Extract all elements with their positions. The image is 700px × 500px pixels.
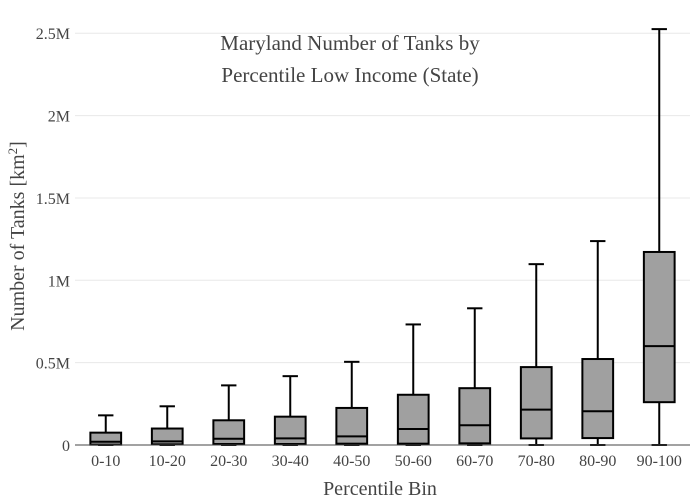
x-tick-label-50-60: 50-60 bbox=[395, 453, 432, 470]
chart-title-line-1: Maryland Number of Tanks by bbox=[220, 31, 480, 55]
y-axis-title-superscript: 2 bbox=[5, 148, 20, 155]
y-axis-title: Number of Tanks [km2] bbox=[5, 141, 29, 331]
x-tick-label-20-30: 20-30 bbox=[210, 453, 247, 470]
box-group-30-40 bbox=[273, 375, 307, 446]
y-tick-label-3: 1.5M bbox=[36, 191, 70, 208]
box-group-50-60 bbox=[396, 323, 430, 446]
iqr-box-20-30 bbox=[212, 419, 246, 446]
box-group-0-10 bbox=[89, 414, 123, 446]
x-tick-label-0-10: 0-10 bbox=[91, 453, 120, 470]
iqr-box-30-40 bbox=[273, 415, 307, 446]
y-axis-title-suffix: ] bbox=[7, 141, 29, 148]
box-group-60-70 bbox=[458, 307, 492, 446]
x-tick-label-40-50: 40-50 bbox=[333, 453, 370, 470]
x-tick-label-30-40: 30-40 bbox=[272, 453, 309, 470]
x-tick-label-80-90: 80-90 bbox=[579, 453, 616, 470]
x-tick-label-60-70: 60-70 bbox=[456, 453, 493, 470]
iqr-box-70-80 bbox=[519, 366, 553, 440]
iqr-box-80-90 bbox=[581, 358, 615, 440]
y-axis-title-main: Number of Tanks [km bbox=[7, 154, 29, 331]
iqr-box-40-50 bbox=[335, 406, 369, 445]
iqr-box-50-60 bbox=[396, 393, 430, 445]
y-tick-label-4: 2M bbox=[48, 109, 70, 126]
boxes-layer bbox=[89, 28, 676, 446]
x-tick-label-10-20: 10-20 bbox=[149, 453, 186, 470]
iqr-box-60-70 bbox=[458, 387, 492, 445]
x-axis-title: Percentile Bin bbox=[323, 478, 437, 500]
iqr-box-0-10 bbox=[89, 431, 123, 446]
chart-title-line-2: Percentile Low Income (State) bbox=[221, 63, 478, 87]
y-tick-labels: 0 0.5M 1M 1.5M 2M 2.5M bbox=[36, 26, 70, 455]
x-tick-label-70-80: 70-80 bbox=[518, 453, 555, 470]
y-tick-label-0: 0 bbox=[62, 438, 70, 455]
y-tick-label-2: 1M bbox=[48, 273, 70, 290]
x-tick-labels: 0-10 10-20 20-30 30-40 40-50 50-60 60-70 70-80 8… bbox=[91, 453, 682, 470]
y-tick-label-5: 2.5M bbox=[36, 26, 70, 43]
box-group-40-50 bbox=[335, 360, 369, 446]
box-group-80-90 bbox=[581, 240, 615, 446]
iqr-box-90-100 bbox=[642, 250, 676, 404]
box-group-20-30 bbox=[212, 384, 246, 446]
x-tick-label-90-100: 90-100 bbox=[637, 453, 682, 470]
box-group-90-100 bbox=[642, 28, 676, 446]
box-group-70-80 bbox=[519, 263, 553, 446]
y-tick-label-1: 0.5M bbox=[36, 356, 70, 373]
box-group-10-20 bbox=[150, 405, 184, 446]
